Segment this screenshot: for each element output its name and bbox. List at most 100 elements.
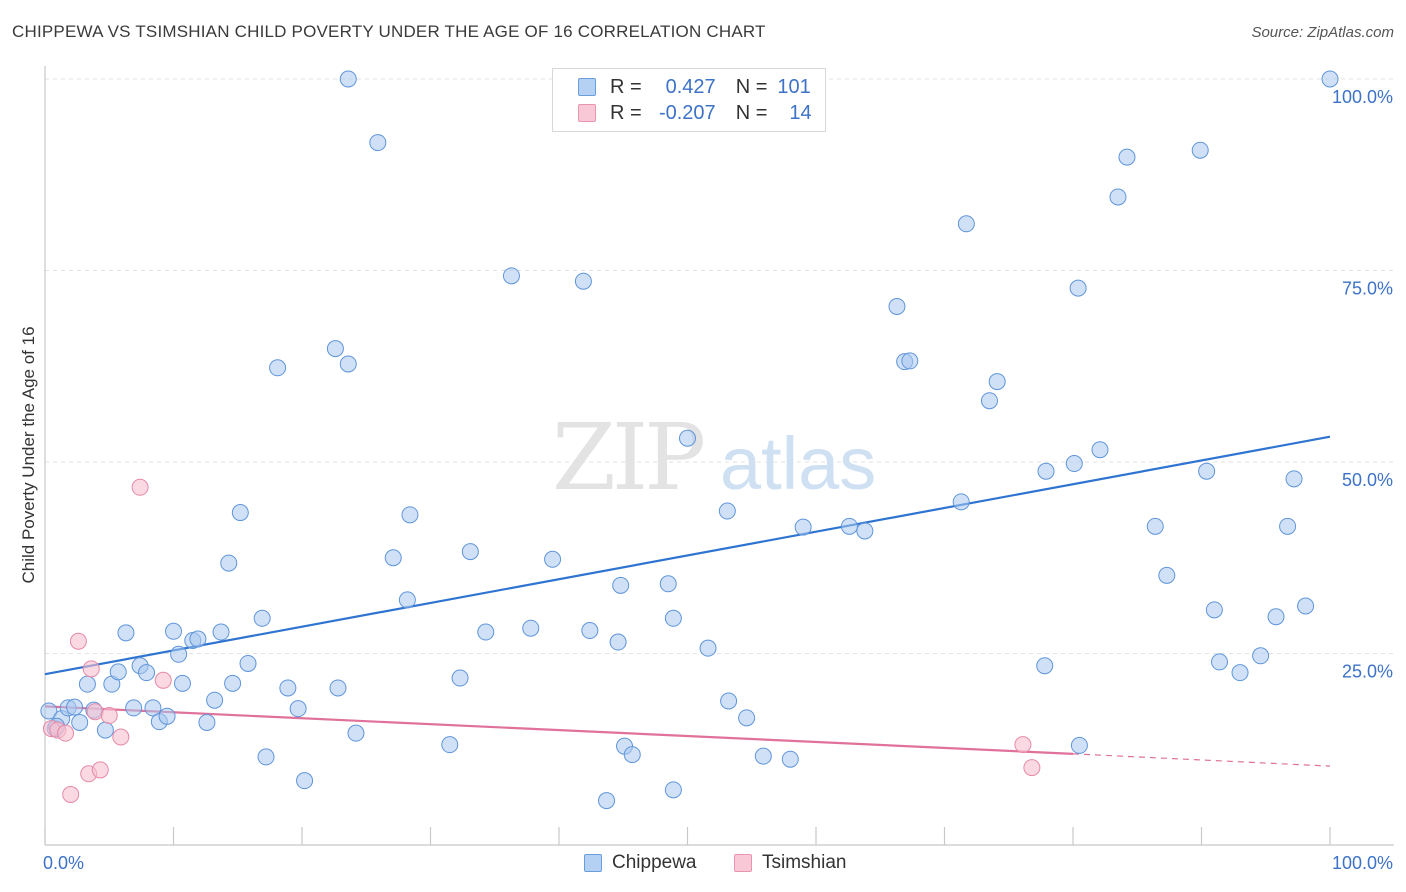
tsimshian-trend-extension <box>1072 753 1331 767</box>
chippewa-point <box>109 663 127 681</box>
chippewa-point <box>522 619 540 637</box>
chippewa-point <box>1118 148 1136 166</box>
chippewa-point <box>224 674 242 692</box>
chippewa-point <box>384 549 402 567</box>
chippewa-point <box>1146 517 1164 535</box>
chippewa-point <box>477 623 495 641</box>
tsimshian-point <box>91 761 109 779</box>
legend-r-value: 0.427 <box>665 75 716 98</box>
chippewa-point <box>1109 188 1127 206</box>
chippewa-point <box>441 736 459 754</box>
chippewa-point <box>269 359 287 377</box>
watermark-zip: ZIP <box>552 404 703 511</box>
chippewa-point <box>1252 647 1270 665</box>
y-axis-label: Child Poverty Under the Age of 16 <box>19 326 38 583</box>
chippewa-point <box>138 664 156 682</box>
chippewa-point <box>347 724 365 742</box>
chippewa-point <box>574 272 592 290</box>
tsimshian-swatch <box>734 854 752 872</box>
y-tick-label: 50.0% <box>1342 470 1393 490</box>
chippewa-point <box>659 575 677 593</box>
chippewa-point <box>1267 608 1285 626</box>
chippewa-point <box>257 748 275 766</box>
chippewa-point <box>988 373 1006 391</box>
tsimshian-point <box>100 707 118 725</box>
chippewa-point <box>1321 70 1339 88</box>
chippewa-point <box>952 493 970 511</box>
grid-lines <box>45 78 1394 654</box>
chippewa-point <box>173 674 191 692</box>
chippewa-point <box>664 609 682 627</box>
chippewa-point <box>1191 141 1209 159</box>
chippewa-point <box>189 630 207 648</box>
chippewa-point <box>623 746 641 764</box>
chippewa-point <box>326 340 344 358</box>
chippewa-point <box>718 502 736 520</box>
chart-title: CHIPPEWA VS TSIMSHIAN CHILD POVERTY UNDE… <box>12 22 766 41</box>
y-tick-label: 75.0% <box>1342 279 1393 299</box>
chippewa-point <box>71 713 89 731</box>
chippewa-point <box>279 679 297 697</box>
chippewa-point <box>40 702 58 720</box>
chippewa-point <box>206 691 224 709</box>
tsimshian-point <box>1014 736 1032 754</box>
chippewa-point <box>253 609 271 627</box>
chippewa-point <box>1065 455 1083 473</box>
chippewa-point <box>1205 601 1223 619</box>
chippewa-point <box>598 792 616 810</box>
chippewa-point <box>888 298 906 316</box>
chippewa-point <box>220 554 238 572</box>
chippewa-point <box>165 622 182 640</box>
tsimshian-point <box>154 671 172 689</box>
chippewa-point <box>1198 462 1216 480</box>
chippewa-trend-line <box>44 435 1331 676</box>
chippewa-point <box>329 679 347 697</box>
chippewa-point <box>369 134 387 152</box>
bottom-legend-label: Chippewa <box>612 852 697 873</box>
chippewa-point <box>609 633 627 651</box>
chippewa-point <box>612 576 630 594</box>
tsimshian-point <box>86 703 104 721</box>
tsimshian-point <box>69 632 87 650</box>
chippewa-point <box>1070 736 1088 754</box>
x-tick-label: 100.0% <box>1332 853 1393 873</box>
chippewa-point <box>738 709 756 727</box>
bottom-legend-chippewa: Chippewa <box>584 852 697 874</box>
tsimshian-point <box>82 660 100 678</box>
chippewa-point <box>1279 517 1297 535</box>
chippewa-point <box>239 654 257 672</box>
chippewa-point <box>66 698 84 716</box>
chippewa-point <box>980 392 998 410</box>
chippewa-point <box>1285 470 1303 488</box>
tsimshian-swatch <box>578 104 596 122</box>
chippewa-point <box>1158 566 1176 584</box>
chippewa-point <box>840 517 858 535</box>
chippewa-point <box>544 550 562 568</box>
bottom-legend-tsimshian: Tsimshian <box>734 852 846 874</box>
chippewa-point <box>1210 653 1228 671</box>
chippewa-point <box>679 429 696 447</box>
chippewa-swatch <box>584 854 602 872</box>
source-label: Source: ZipAtlas.com <box>1251 24 1394 41</box>
watermark: ZIP atlas <box>552 404 876 511</box>
watermark-atlas: atlas <box>720 422 876 505</box>
chippewa-point <box>198 713 216 731</box>
chippewa-point <box>339 355 357 373</box>
chippewa-point <box>901 352 919 370</box>
chippewa-point <box>781 750 799 768</box>
tick-labels: 25.0% 50.0% 75.0% 100.0% 0.0% 100.0% <box>43 87 1393 873</box>
tsimshian-point <box>62 785 80 803</box>
legend-n-label: N = <box>735 75 768 98</box>
chippewa-point <box>125 699 143 717</box>
chippewa-point <box>794 518 812 536</box>
bottom-legend-label: Tsimshian <box>762 852 847 873</box>
chippewa-point <box>289 700 307 718</box>
chippewa-point <box>117 624 135 642</box>
legend-r-value: -0.207 <box>658 101 716 124</box>
y-tick-label: 25.0% <box>1342 662 1393 682</box>
legend-r-label: R = <box>610 101 642 124</box>
chippewa-point <box>502 267 520 285</box>
chippewa-point <box>1037 462 1055 480</box>
chippewa-point <box>296 772 314 790</box>
chippewa-point <box>231 504 249 522</box>
